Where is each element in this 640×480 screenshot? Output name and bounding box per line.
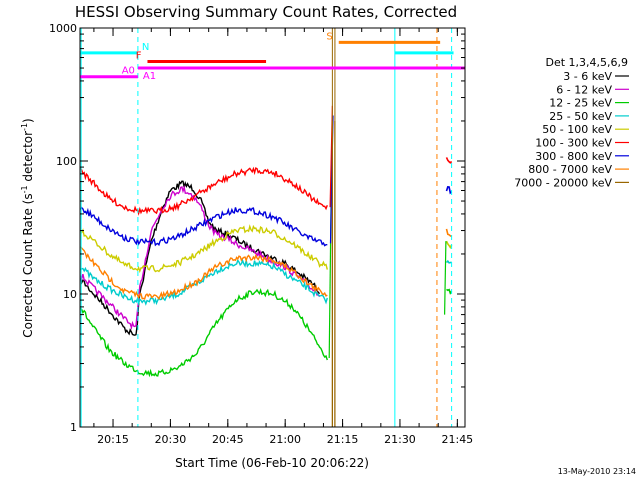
legend-item-4: 50 - 100 keV — [542, 123, 612, 136]
y-tick-label-1: 10 — [63, 288, 77, 301]
post-segment-5 — [446, 288, 453, 295]
legend-item-5: 100 - 300 keV — [535, 137, 612, 150]
legend-item-8: 7000 - 20000 keV — [514, 176, 612, 189]
x-tick-label-5: 21:30 — [384, 433, 416, 446]
post-segment-2 — [445, 228, 452, 238]
date-stamp: 13-May-2010 23:14 — [558, 467, 636, 476]
series-line-3 — [80, 258, 328, 307]
vertical-markers — [80, 28, 453, 427]
post-segment-4 — [445, 259, 452, 264]
y-tick-label-3: 1000 — [49, 22, 77, 35]
series-line-2 — [79, 287, 328, 378]
legend-item-7: 800 - 7000 keV — [528, 163, 612, 176]
legend-title: Det 1,3,4,5,6,9 — [545, 56, 628, 69]
legend-item-6: 300 - 800 keV — [535, 150, 612, 163]
flag-label-s: S — [326, 31, 332, 42]
plot-traces — [79, 105, 453, 427]
legend-item-3: 25 - 50 keV — [549, 110, 612, 123]
flag-label-f: F — [136, 50, 142, 61]
post-segment-3 — [445, 240, 453, 249]
post-segment-0 — [445, 157, 453, 164]
series-line-6 — [79, 206, 328, 247]
flag-label-n: N — [142, 42, 149, 53]
y-tick-label-2: 100 — [56, 155, 77, 168]
series-line-7 — [79, 246, 328, 301]
post-segment-1 — [445, 186, 453, 195]
plot-frame — [79, 27, 466, 428]
chart-title: HESSI Observing Summary Count Rates, Cor… — [75, 3, 457, 21]
y-axis-ticks: 1 10 100 1000 — [49, 22, 465, 434]
spike-5 — [444, 241, 447, 315]
legend-item-0: 3 - 6 keV — [563, 70, 612, 83]
x-tick-label-2: 20:45 — [212, 433, 244, 446]
legend-item-1: 6 - 12 keV — [556, 83, 612, 96]
flag-bars: NF S A0 A1 — [80, 31, 465, 82]
x-axis-label: Start Time (06-Feb-10 20:06:22) — [175, 456, 369, 470]
y-tick-label-0: 1 — [70, 421, 77, 434]
series-line-5 — [79, 166, 328, 216]
x-tick-label-1: 20:30 — [155, 433, 187, 446]
flag-label-a1: A1 — [143, 71, 156, 82]
flag-label-a0: A0 — [122, 66, 135, 77]
x-tick-label-6: 21:45 — [441, 433, 473, 446]
x-axis-ticks: 20:15 20:30 20:45 21:00 21:15 21:30 21:45 — [93, 28, 473, 446]
x-tick-label-0: 20:15 — [97, 433, 129, 446]
legend-item-2: 12 - 25 keV — [549, 97, 612, 110]
x-tick-label-4: 21:15 — [327, 433, 359, 446]
y-axis-label: Corrected Count Rate (s-1 detector-1) — [20, 118, 35, 337]
series-line-4 — [79, 224, 328, 274]
x-tick-label-3: 21:00 — [269, 433, 301, 446]
